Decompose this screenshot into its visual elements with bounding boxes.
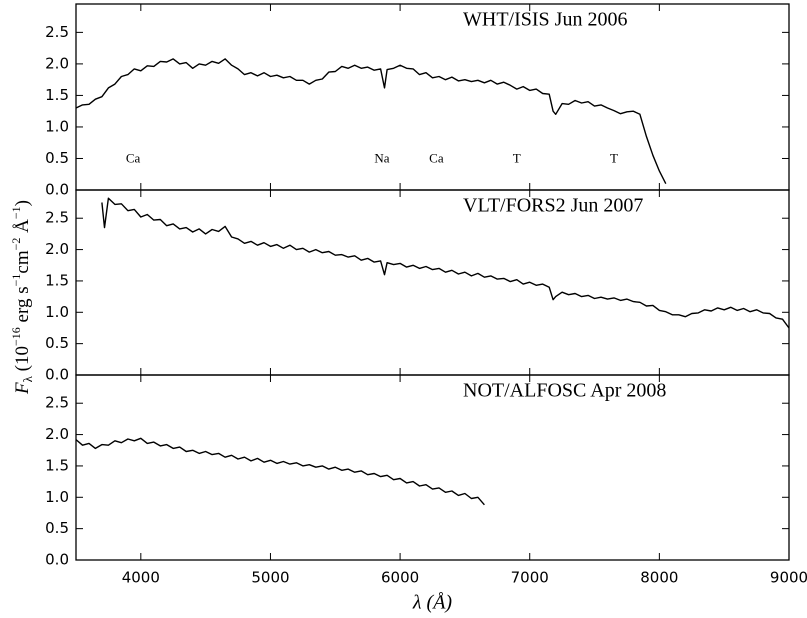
line-annotation: T xyxy=(610,151,618,166)
y-axis-label-part: erg s xyxy=(12,286,33,327)
y-tick-label: 2.5 xyxy=(45,394,69,412)
y-tick-label: 1.0 xyxy=(45,488,69,506)
y-tick-label: 1.0 xyxy=(45,303,69,321)
y-tick-label: 1.0 xyxy=(45,117,69,135)
spectrum-line xyxy=(75,437,485,506)
y-axis-label-part: −2 xyxy=(9,238,23,251)
x-tick-label: 9000 xyxy=(770,569,807,587)
y-tick-label: 0.5 xyxy=(45,334,69,352)
panel-frame xyxy=(75,374,790,561)
y-axis-label-part: λ xyxy=(20,375,35,382)
y-tick-label: 2.5 xyxy=(45,209,69,227)
line-annotation: T xyxy=(513,151,521,166)
y-axis-label-part: −1 xyxy=(9,206,23,219)
panel-title: NOT/ALFOSC Apr 2008 xyxy=(463,380,666,402)
line-annotation: Na xyxy=(374,151,389,166)
y-axis-label-part: (10 xyxy=(12,346,33,376)
y-axis-label-part: ) xyxy=(12,200,33,206)
panel-frame xyxy=(75,189,790,376)
y-tick-label: 0.5 xyxy=(45,149,69,167)
y-tick-label: 0.5 xyxy=(45,519,69,537)
y-tick-label: 2.0 xyxy=(45,240,69,258)
y-tick-label: 1.5 xyxy=(45,271,69,289)
y-tick-label: 2.5 xyxy=(45,23,69,41)
line-annotation: Ca xyxy=(126,151,141,166)
spectrum-line xyxy=(75,58,667,185)
y-axis-label-part: F xyxy=(12,382,33,395)
y-tick-label: 0.0 xyxy=(45,551,69,569)
y-tick-label: 0.0 xyxy=(45,366,69,384)
panel-title: VLT/FORS2 Jun 2007 xyxy=(463,195,643,217)
x-tick-label: 8000 xyxy=(640,569,678,587)
panel-title: WHT/ISIS Jun 2006 xyxy=(463,9,627,31)
y-axis-label-part: cm xyxy=(12,250,33,273)
spectrum-line xyxy=(101,197,790,329)
x-tick-label: 5000 xyxy=(251,569,289,587)
y-tick-label: 2.0 xyxy=(45,425,69,443)
y-axis-label: Fλ (10−16 erg s−1cm−2 Å−1) xyxy=(9,200,35,395)
y-tick-label: 1.5 xyxy=(45,86,69,104)
x-tick-label: 6000 xyxy=(381,569,419,587)
y-tick-label: 0.0 xyxy=(45,181,69,199)
x-axis-label: λ (Å) xyxy=(412,592,453,614)
x-tick-label: 7000 xyxy=(511,569,549,587)
y-axis-label-part: −1 xyxy=(9,274,23,287)
y-tick-label: 2.0 xyxy=(45,54,69,72)
y-axis-label-part: −16 xyxy=(9,327,23,346)
x-tick-label: 4000 xyxy=(122,569,160,587)
y-axis-label-part: Å xyxy=(12,219,33,238)
line-annotation: Ca xyxy=(429,151,444,166)
y-tick-label: 1.5 xyxy=(45,456,69,474)
